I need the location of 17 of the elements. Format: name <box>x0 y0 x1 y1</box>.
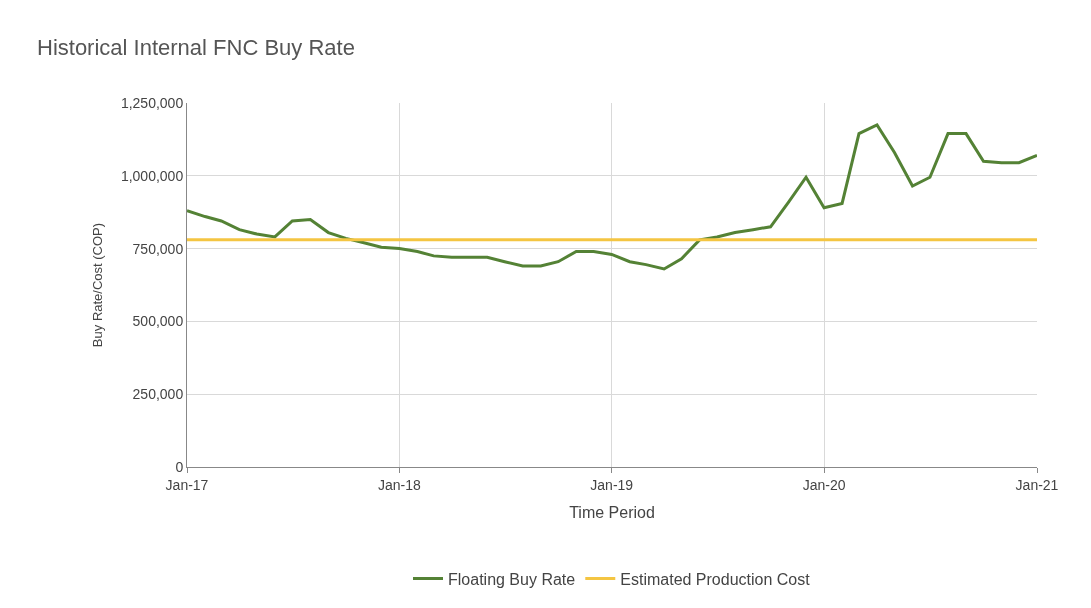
x-tick-label: Jan-21 <box>1015 476 1059 493</box>
y-tick-label: 250,000 <box>132 386 184 403</box>
y-tick-label: 0 <box>175 458 184 475</box>
x-tick-label: Jan-17 <box>165 476 209 493</box>
y-tick-label: 750,000 <box>132 240 184 257</box>
x-tick-label: Jan-20 <box>802 476 846 493</box>
x-axis-title: Time Period <box>569 504 655 522</box>
y-tick-label: 500,000 <box>132 313 184 330</box>
x-tick-label: Jan-19 <box>590 476 634 493</box>
line-series <box>187 123 1037 271</box>
x-tick-label: Jan-18 <box>377 476 421 493</box>
y-axis-title: Buy Rate/Cost (COP) <box>89 222 105 348</box>
y-tick-label: 1,000,000 <box>120 167 184 184</box>
legend-label: Floating Buy Rate <box>448 570 576 588</box>
legend-label: Estimated Production Cost <box>620 570 811 588</box>
y-tick-label: 1,250,000 <box>120 94 184 111</box>
chart-title: Historical Internal FNC Buy Rate <box>37 35 355 61</box>
